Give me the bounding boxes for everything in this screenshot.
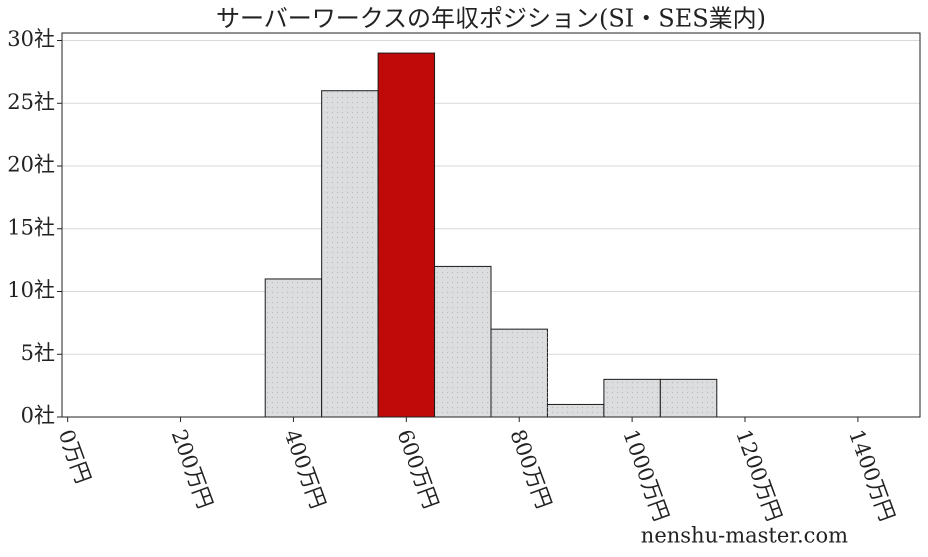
- bar: [264, 278, 323, 418]
- y-tick-label: 20社: [7, 153, 55, 177]
- bar: [377, 52, 436, 418]
- chart-title: サーバーワークスの年収ポジション(SI・SES業内): [216, 5, 766, 33]
- bar: [434, 265, 492, 418]
- y-tick-label: 0社: [21, 404, 55, 428]
- bar: [490, 328, 548, 418]
- plot-frame: [61, 32, 921, 418]
- y-tick-label: 5社: [21, 341, 55, 365]
- y-tick-label: 10社: [7, 278, 55, 302]
- y-tick-label: 30社: [7, 27, 55, 51]
- y-tick-label: 25社: [7, 90, 55, 114]
- bar: [659, 378, 718, 418]
- bar: [321, 90, 379, 418]
- bar: [603, 378, 661, 418]
- watermark: nenshu-master.com: [641, 524, 848, 548]
- bar: [546, 403, 605, 418]
- y-tick-label: 15社: [7, 215, 55, 239]
